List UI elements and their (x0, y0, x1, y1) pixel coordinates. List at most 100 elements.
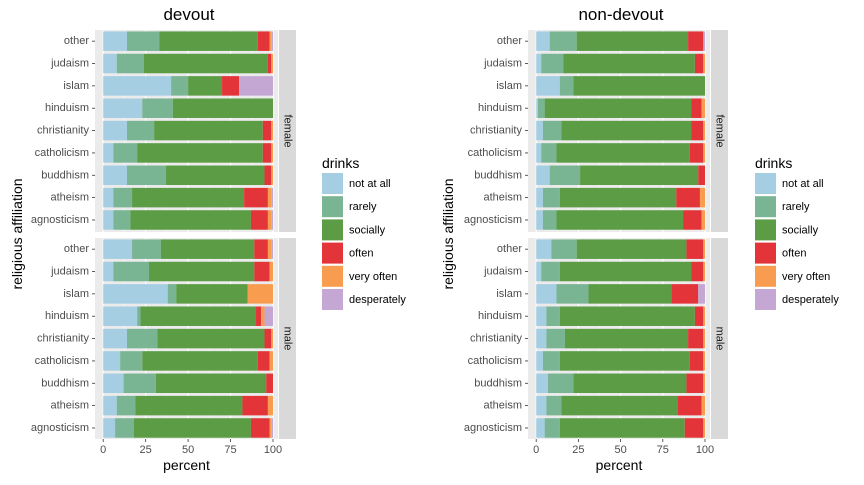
ytick-label-non-devout-female-catholicism: catholicism (468, 147, 522, 159)
bar-non-devout-female-other-socially (576, 31, 689, 51)
xtick-label-non-devout-75: 75 (657, 444, 669, 456)
bar-devout-female-other-socially (159, 31, 258, 51)
xtick-label-devout-75: 75 (224, 444, 236, 456)
bar-non-devout-female-atheism-socially (559, 187, 677, 208)
bar-devout-male-catholicism-often (257, 351, 270, 371)
ytick-label-devout-male-hinduism: hinduism (45, 310, 89, 322)
ytick-label-devout-female-atheism: atheism (50, 192, 89, 204)
bar-non-devout-male-catholicism-often (689, 351, 704, 371)
bar-devout-female-islam-socially (188, 76, 223, 96)
ytick-label-devout-female-christianity: christianity (37, 125, 89, 137)
bar-devout-female-other-often (257, 31, 270, 51)
bar-devout-female-atheism-very-often (267, 187, 272, 208)
legend-label-devout-rarely: rarely (349, 201, 377, 213)
y-axis-title-devout: religious affiliation (9, 178, 25, 289)
legend-label-devout-very-often: very often (349, 271, 397, 283)
legend-title-devout: drinks (322, 155, 359, 171)
x-axis-title-devout: percent (163, 457, 210, 473)
ytick-label-non-devout-male-judaism: judaism (483, 266, 522, 278)
bar-devout-male-hinduism-desperately (264, 306, 273, 326)
bar-non-devout-female-agnosticism-very-often (701, 210, 705, 230)
bar-devout-male-judaism-very-often (269, 261, 273, 282)
facet-label-devout-male: male (282, 327, 294, 351)
bar-devout-female-other-not-at-all (103, 31, 127, 51)
bar-devout-female-buddhism-very-often (271, 165, 273, 186)
bar-non-devout-male-other-rarely (551, 239, 577, 259)
bar-devout-female-christianity-rarely (126, 120, 155, 141)
ytick-label-non-devout-male-buddhism: buddhism (474, 377, 522, 389)
bar-devout-male-atheism-often (242, 395, 268, 416)
bar-devout-female-judaism-often (267, 53, 272, 74)
bar-non-devout-male-hinduism-not-at-all (536, 306, 547, 326)
bar-non-devout-female-islam-rarely (559, 76, 574, 96)
bar-devout-female-buddhism-rarely (126, 165, 167, 186)
bar-devout-female-agnosticism-desperately (271, 210, 273, 230)
bar-non-devout-female-catholicism-socially (556, 143, 690, 163)
bar-non-devout-female-buddhism-often (698, 165, 705, 186)
bar-devout-female-catholicism-often (262, 143, 272, 163)
bar-non-devout-male-agnosticism-often (684, 418, 704, 438)
bar-devout-female-christianity-socially (154, 120, 263, 141)
bar-non-devout-female-christianity-very-often (703, 120, 705, 141)
bar-non-devout-female-hinduism-very-often (701, 98, 705, 118)
bar-non-devout-female-judaism-often (694, 53, 704, 74)
xtick-label-devout-100: 100 (264, 444, 282, 456)
bar-devout-male-buddhism-not-at-all (103, 373, 124, 394)
bar-non-devout-male-buddhism-very-often (703, 373, 705, 394)
bar-devout-female-judaism-rarely (116, 53, 144, 74)
bar-non-devout-female-hinduism-not-at-all (536, 98, 538, 118)
bar-devout-male-other-not-at-all (103, 239, 133, 259)
bar-non-devout-male-islam-socially (588, 284, 672, 304)
facet-label-non-devout-female: female (714, 114, 726, 147)
bar-devout-female-agnosticism-not-at-all (103, 210, 114, 230)
bar-non-devout-female-christianity-socially (561, 120, 692, 141)
facet-strip-devout-female (279, 30, 296, 232)
bar-non-devout-male-christianity-rarely (546, 328, 565, 349)
bar-devout-male-buddhism-often (266, 373, 273, 394)
bar-devout-male-catholicism-very-often (269, 351, 273, 371)
bar-non-devout-female-other-desperately (703, 31, 705, 51)
legend-swatch-devout-socially (322, 219, 343, 241)
bar-devout-female-catholicism-not-at-all (103, 143, 114, 163)
legend-label-non-devout-desperately: desperately (782, 294, 839, 306)
bar-devout-male-hinduism-not-at-all (103, 306, 138, 326)
bar-devout-male-judaism-rarely (113, 261, 150, 282)
legend-label-devout-often: often (349, 248, 373, 260)
bar-devout-male-islam-very-often (247, 284, 273, 304)
bar-non-devout-male-judaism-not-at-all (536, 261, 542, 282)
bar-non-devout-male-buddhism-often (686, 373, 704, 394)
bar-devout-male-islam-not-at-all (103, 284, 168, 304)
bar-non-devout-male-buddhism-not-at-all (536, 373, 549, 394)
legend-swatch-devout-not-at-all (322, 173, 343, 194)
bar-non-devout-female-agnosticism-often (683, 210, 702, 230)
bar-non-devout-female-christianity-not-at-all (536, 120, 543, 141)
legend-label-devout-socially: socially (349, 224, 386, 236)
bar-non-devout-male-atheism-rarely (546, 395, 562, 416)
bar-devout-female-agnosticism-often (250, 210, 268, 230)
legend-label-non-devout-often: often (782, 248, 806, 260)
bar-devout-female-judaism-socially (143, 53, 268, 74)
ytick-label-non-devout-female-hinduism: hinduism (478, 102, 522, 114)
panel-title-non-devout: non-devout (578, 5, 663, 24)
facet-label-non-devout-male: male (714, 327, 726, 351)
legend-swatch-non-devout-very-often (755, 265, 776, 287)
bar-non-devout-male-other-very-often (703, 239, 705, 259)
xtick-label-non-devout-0: 0 (533, 444, 539, 456)
bar-devout-female-atheism-rarely (113, 187, 133, 208)
facet-label-devout-female: female (282, 114, 294, 147)
bar-devout-female-agnosticism-rarely (113, 210, 131, 230)
legend-title-non-devout: drinks (755, 155, 792, 171)
ytick-label-devout-female-islam: islam (63, 80, 89, 92)
bar-non-devout-male-buddhism-socially (573, 373, 687, 394)
bar-non-devout-male-atheism-not-at-all (536, 395, 547, 416)
bar-devout-male-agnosticism-not-at-all (103, 418, 116, 438)
bar-devout-male-agnosticism-socially (133, 418, 251, 438)
ytick-label-devout-male-catholicism: catholicism (35, 355, 89, 367)
ytick-label-devout-male-judaism: judaism (50, 266, 89, 278)
legend-label-devout-desperately: desperately (349, 294, 406, 306)
ytick-label-non-devout-male-other: other (497, 243, 522, 255)
bar-devout-male-christianity-socially (157, 328, 265, 349)
ytick-label-non-devout-male-islam: islam (496, 288, 522, 300)
bar-devout-male-agnosticism-rarely (115, 418, 134, 438)
bar-non-devout-male-other-socially (576, 239, 687, 259)
